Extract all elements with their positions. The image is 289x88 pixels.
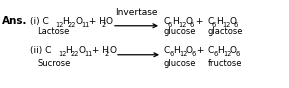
Text: 6: 6 xyxy=(169,51,173,57)
Text: O: O xyxy=(75,17,82,26)
Text: 2: 2 xyxy=(105,51,109,57)
Text: 11: 11 xyxy=(81,22,89,28)
Text: O: O xyxy=(185,17,192,26)
Text: C: C xyxy=(208,46,214,55)
Text: +: + xyxy=(194,46,207,55)
Text: H: H xyxy=(217,46,224,55)
Text: 6: 6 xyxy=(190,22,194,28)
Text: O: O xyxy=(109,46,116,55)
Text: (i) C: (i) C xyxy=(30,17,49,26)
Text: 22: 22 xyxy=(71,51,79,57)
Text: H: H xyxy=(65,46,72,55)
Text: 6: 6 xyxy=(168,22,172,28)
Text: (ii) C: (ii) C xyxy=(30,46,51,55)
Text: O: O xyxy=(186,46,193,55)
Text: +: + xyxy=(193,17,206,26)
Text: 6: 6 xyxy=(234,22,238,28)
Text: 12: 12 xyxy=(58,51,66,57)
Text: 11: 11 xyxy=(84,51,92,57)
Text: glactose: glactose xyxy=(207,27,242,36)
Text: Lactose: Lactose xyxy=(37,27,69,36)
Text: 12: 12 xyxy=(222,22,230,28)
Text: Sucrose: Sucrose xyxy=(37,59,71,68)
Text: O: O xyxy=(230,46,237,55)
Text: 6: 6 xyxy=(191,51,195,57)
Text: 12: 12 xyxy=(55,22,63,28)
Text: 6: 6 xyxy=(212,22,216,28)
Text: O: O xyxy=(106,17,113,26)
Text: 12: 12 xyxy=(179,51,187,57)
Text: 6: 6 xyxy=(235,51,239,57)
Text: + H: + H xyxy=(86,17,106,26)
Text: C: C xyxy=(163,17,169,26)
Text: glucose: glucose xyxy=(164,59,197,68)
Text: glucose: glucose xyxy=(163,27,195,36)
Text: H: H xyxy=(173,46,180,55)
Text: 12: 12 xyxy=(223,51,231,57)
Text: O: O xyxy=(229,17,236,26)
Text: 6: 6 xyxy=(213,51,217,57)
Text: Ans.: Ans. xyxy=(2,16,27,26)
Text: C: C xyxy=(207,17,213,26)
Text: 12: 12 xyxy=(178,22,186,28)
Text: 2: 2 xyxy=(102,22,106,28)
Text: Invertase: Invertase xyxy=(115,8,157,17)
Text: 22: 22 xyxy=(68,22,77,28)
Text: C: C xyxy=(164,46,170,55)
Text: O: O xyxy=(78,46,85,55)
Text: H: H xyxy=(62,17,69,26)
Text: fructose: fructose xyxy=(208,59,242,68)
Text: H: H xyxy=(172,17,179,26)
Text: + H: + H xyxy=(89,46,109,55)
Text: H: H xyxy=(216,17,223,26)
